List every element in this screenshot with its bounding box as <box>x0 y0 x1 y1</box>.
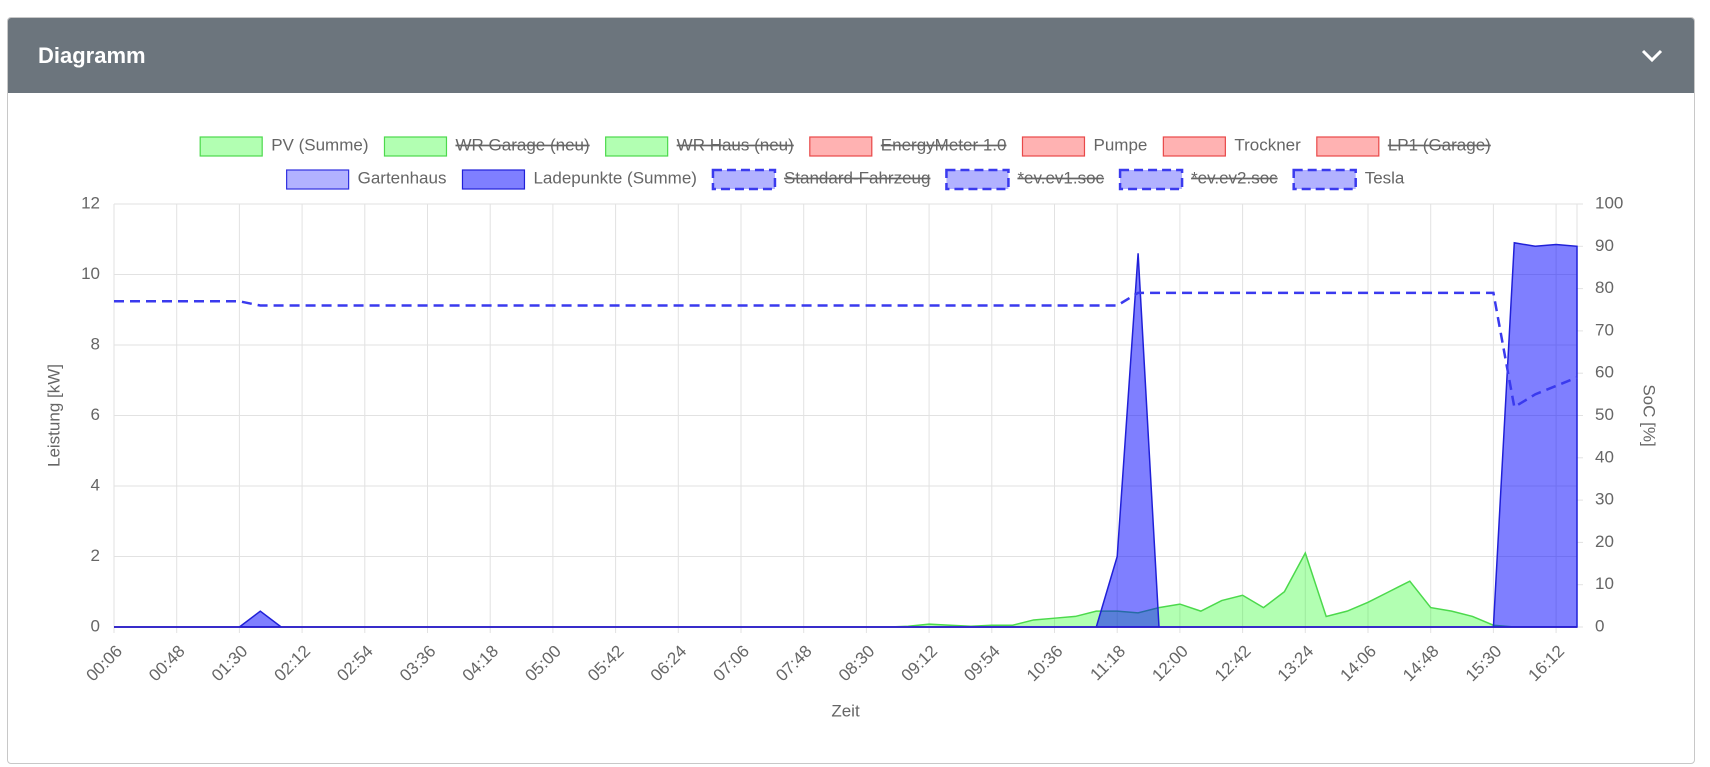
x-tick-label: 05:42 <box>584 642 628 686</box>
x-tick-label: 09:54 <box>960 642 1004 686</box>
legend-swatch <box>383 136 448 157</box>
legend-swatch <box>199 136 263 157</box>
legend-label: *ev.ev2.soc <box>1191 168 1278 187</box>
legend-swatch <box>945 168 1010 191</box>
y2-tick-label: 40 <box>1595 447 1614 466</box>
legend-item[interactable]: Pumpe <box>1021 135 1147 157</box>
y2-tick-label: 0 <box>1595 616 1604 635</box>
legend-swatch <box>1162 136 1226 157</box>
legend-label: WR Garage (neu) <box>455 135 589 154</box>
x-tick-label: 13:24 <box>1274 642 1318 686</box>
legend-item[interactable]: Tesla <box>1292 168 1405 191</box>
card-header[interactable]: Diagramm <box>8 18 1694 93</box>
legend-item[interactable]: Gartenhaus <box>286 168 447 190</box>
x-tick-label: 01:30 <box>208 642 252 686</box>
legend-item[interactable]: EnergyMeter 1.0 <box>809 135 1007 157</box>
legend-label: PV (Summe) <box>271 135 368 154</box>
legend-label: Gartenhaus <box>358 168 447 187</box>
card-title: Diagramm <box>38 42 146 68</box>
x-tick-label: 04:18 <box>459 642 503 686</box>
legend-label: Tesla <box>1365 168 1405 187</box>
y2-tick-label: 60 <box>1595 363 1614 382</box>
x-axis-title: Zeit <box>831 701 860 720</box>
legend-swatch <box>711 168 777 191</box>
x-tick-label: 08:30 <box>835 642 879 686</box>
legend-item[interactable]: *ev.ev1.soc <box>945 168 1105 191</box>
legend-item[interactable]: PV (Summe) <box>199 135 368 157</box>
y-axis-title: Leistung [kW] <box>44 364 63 467</box>
legend-label: Standard-Fahrzeug <box>784 168 930 187</box>
x-tick-label: 05:00 <box>521 642 565 686</box>
y2-tick-label: 100 <box>1595 193 1623 212</box>
x-tick-label: 00:48 <box>145 642 189 686</box>
legend-label: Trockner <box>1234 135 1301 154</box>
collapse-icon[interactable] <box>1640 44 1664 68</box>
y-tick-label: 10 <box>81 264 100 283</box>
x-tick-label: 16:12 <box>1525 642 1569 686</box>
legend-item[interactable]: LP1 (Garage) <box>1316 135 1491 157</box>
legend-swatch <box>1118 168 1184 191</box>
y-tick-label: 12 <box>81 193 100 212</box>
legend-item[interactable]: WR Haus (neu) <box>605 135 794 157</box>
legend-swatch <box>1292 168 1357 191</box>
legend-label: WR Haus (neu) <box>677 135 794 154</box>
y-tick-label: 6 <box>91 405 100 424</box>
legend-label: LP1 (Garage) <box>1388 135 1491 154</box>
x-tick-label: 02:54 <box>333 642 377 686</box>
x-tick-label: 12:00 <box>1148 642 1192 686</box>
legend-item[interactable]: Ladepunkte (Summe) <box>461 168 697 190</box>
y-tick-label: 4 <box>91 475 100 494</box>
legend-swatch <box>605 136 669 157</box>
legend-item[interactable]: *ev.ev2.soc <box>1118 168 1278 191</box>
y2-tick-label: 90 <box>1595 236 1614 255</box>
y2-tick-label: 20 <box>1595 532 1614 551</box>
legend-swatch <box>1021 136 1086 157</box>
card: Diagramm <box>7 17 1695 764</box>
y-tick-label: 0 <box>91 616 100 635</box>
legend-swatch <box>286 169 350 190</box>
x-tick-label: 14:06 <box>1336 642 1380 686</box>
x-tick-label: 14:48 <box>1399 642 1443 686</box>
x-tick-label: 07:48 <box>772 642 816 686</box>
y-tick-label: 2 <box>91 546 100 565</box>
y2-tick-label: 10 <box>1595 574 1614 593</box>
legend-item[interactable]: WR Garage (neu) <box>383 135 590 157</box>
x-tick-label: 12:42 <box>1211 642 1255 686</box>
legend-item[interactable]: Trockner <box>1162 135 1301 157</box>
legend-label: Ladepunkte (Summe) <box>533 168 696 187</box>
legend-swatch <box>1316 136 1380 157</box>
x-tick-label: 07:06 <box>709 642 753 686</box>
x-tick-label: 00:06 <box>82 642 126 686</box>
legend-swatch <box>461 169 526 190</box>
y2-axis-title: SoC [%] <box>1640 384 1659 446</box>
x-tick-label: 10:36 <box>1023 642 1067 686</box>
x-tick-label: 11:18 <box>1087 642 1130 685</box>
area <box>114 551 1577 628</box>
legend-label: *ev.ev1.soc <box>1017 168 1104 187</box>
x-tick-label: 15:30 <box>1462 642 1506 686</box>
y2-tick-label: 70 <box>1595 320 1614 339</box>
x-tick-label: 06:24 <box>647 642 691 686</box>
legend-label: EnergyMeter 1.0 <box>881 135 1007 154</box>
legend-label: Pumpe <box>1093 135 1147 154</box>
x-tick-label: 09:12 <box>898 642 942 686</box>
y2-tick-label: 80 <box>1595 278 1614 297</box>
area <box>114 241 1578 628</box>
y-tick-label: 8 <box>91 334 100 353</box>
y2-tick-label: 30 <box>1595 490 1614 509</box>
x-tick-label: 03:36 <box>396 642 440 686</box>
x-tick-label: 02:12 <box>271 642 315 686</box>
legend-item[interactable]: Standard-Fahrzeug <box>711 168 930 191</box>
y2-tick-label: 50 <box>1595 405 1614 424</box>
soc-line <box>114 291 1578 410</box>
legend-swatch <box>809 136 873 157</box>
